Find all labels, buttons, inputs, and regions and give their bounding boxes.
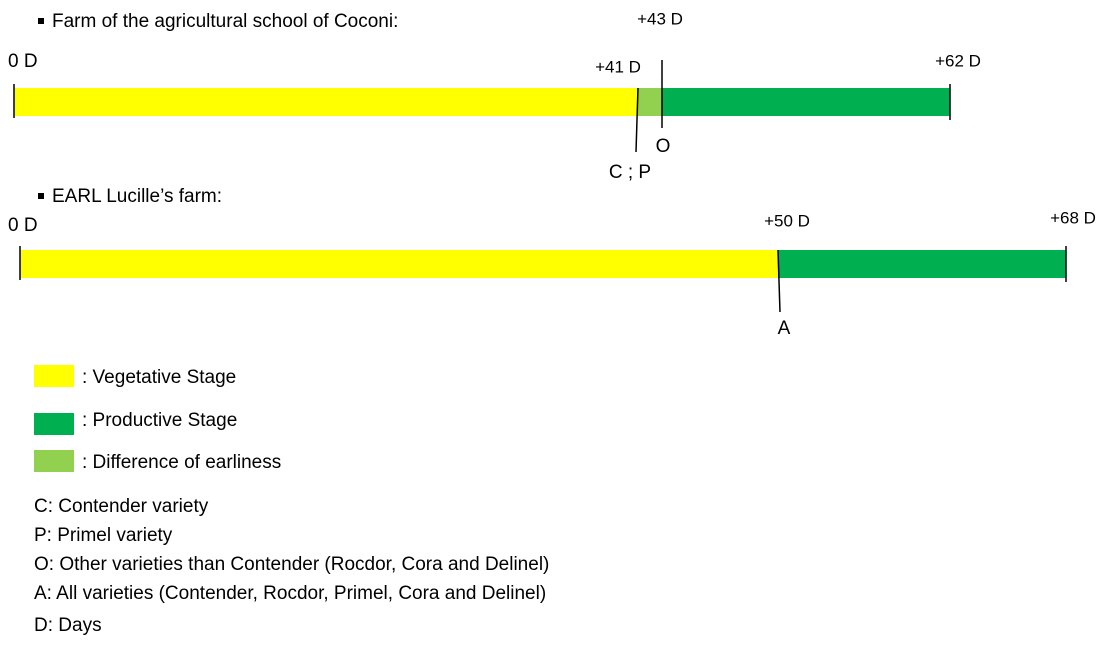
day-label: +50 D (764, 211, 810, 230)
farm-title: Farm of the agricultural school of Cocon… (52, 11, 398, 32)
legend-swatch (34, 365, 74, 387)
tick (635, 87, 639, 153)
day-label: 0 D (8, 51, 38, 72)
day-label: +68 D (1050, 208, 1096, 227)
productive-bar (662, 88, 950, 116)
legend-label: : Productive Stage (82, 410, 237, 431)
difference-bar (637, 88, 662, 116)
vegetative-bar (14, 88, 637, 116)
note: A: All varieties (Contender, Rocdor, Pri… (34, 583, 546, 604)
bullet (38, 193, 44, 199)
productive-bar (778, 250, 1066, 278)
day-label: +41 D (595, 57, 641, 76)
marker-label: A (778, 318, 791, 339)
legend-swatch (34, 450, 74, 472)
note: C: Contender variety (34, 496, 209, 517)
tick (777, 249, 781, 313)
legend-label: : Difference of earliness (82, 452, 281, 473)
note: P: Primel variety (34, 525, 173, 546)
vegetative-bar (20, 250, 778, 278)
legend-swatch (34, 413, 74, 435)
note: D: Days (34, 615, 102, 636)
marker-label: O (656, 136, 671, 157)
legend-label: : Vegetative Stage (82, 367, 236, 388)
marker-label: C ; P (609, 162, 651, 183)
day-label: +62 D (935, 51, 981, 70)
farm-title: EARL Lucille’s farm: (52, 186, 222, 207)
day-label: +43 D (637, 9, 683, 28)
note: O: Other varieties than Contender (Rocdo… (34, 554, 549, 575)
bullet (38, 18, 44, 24)
day-label: 0 D (8, 215, 38, 236)
